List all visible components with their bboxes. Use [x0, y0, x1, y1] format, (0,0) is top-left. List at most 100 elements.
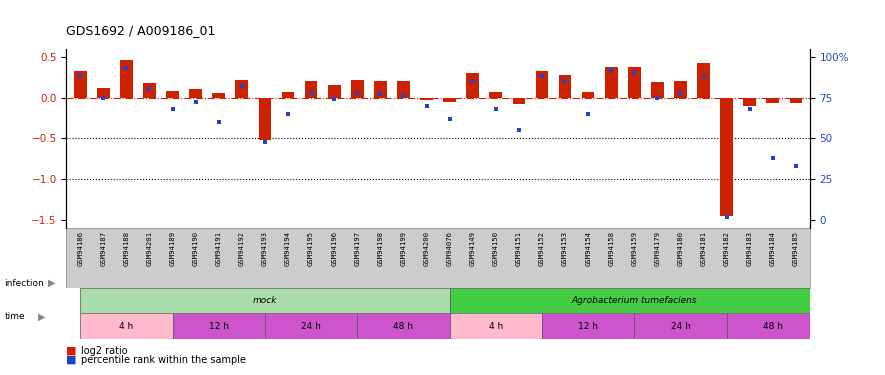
- Text: ■: ■: [66, 346, 77, 355]
- Text: 12 h: 12 h: [209, 322, 228, 331]
- Text: GSM94199: GSM94199: [400, 231, 406, 266]
- Point: [489, 106, 503, 112]
- Text: GSM94179: GSM94179: [654, 231, 660, 266]
- Bar: [143, 83, 156, 98]
- Point: [442, 116, 457, 122]
- Point: [696, 74, 711, 80]
- Bar: [542, 314, 635, 339]
- Bar: [81, 314, 173, 339]
- Bar: [628, 67, 641, 98]
- Bar: [558, 75, 572, 98]
- Bar: [651, 82, 664, 98]
- Text: GSM94195: GSM94195: [308, 231, 314, 266]
- Point: [212, 119, 226, 125]
- Bar: [397, 81, 410, 98]
- Point: [535, 74, 549, 80]
- Text: GDS1692 / A009186_01: GDS1692 / A009186_01: [66, 24, 216, 38]
- Point: [96, 94, 111, 100]
- Text: GSM94200: GSM94200: [424, 231, 429, 266]
- Bar: [235, 80, 248, 98]
- Point: [766, 155, 780, 161]
- Bar: [789, 98, 803, 103]
- Text: GSM94182: GSM94182: [724, 231, 729, 266]
- Point: [673, 90, 688, 96]
- Text: Agrobacterium tumefaciens: Agrobacterium tumefaciens: [572, 296, 697, 305]
- Text: ▶: ▶: [48, 278, 55, 288]
- Text: percentile rank within the sample: percentile rank within the sample: [81, 355, 246, 365]
- Text: mock: mock: [253, 296, 277, 305]
- Text: GSM94192: GSM94192: [239, 231, 245, 266]
- Text: GSM94189: GSM94189: [170, 231, 175, 266]
- Text: GSM94194: GSM94194: [285, 231, 291, 266]
- Point: [743, 106, 757, 112]
- Bar: [374, 81, 387, 98]
- Bar: [674, 81, 687, 98]
- Bar: [450, 288, 819, 314]
- Point: [373, 92, 388, 98]
- Text: 48 h: 48 h: [763, 322, 783, 331]
- Bar: [450, 314, 542, 339]
- Point: [581, 111, 596, 117]
- Text: ▶: ▶: [38, 312, 45, 322]
- Text: GSM94158: GSM94158: [608, 231, 614, 266]
- Bar: [489, 92, 502, 98]
- Bar: [212, 93, 225, 98]
- Text: GSM94076: GSM94076: [447, 231, 452, 266]
- Bar: [351, 80, 364, 98]
- Text: infection: infection: [4, 279, 44, 288]
- Text: GSM94201: GSM94201: [147, 231, 152, 266]
- Bar: [635, 314, 727, 339]
- Bar: [466, 73, 479, 98]
- Point: [720, 213, 734, 219]
- Text: GSM94151: GSM94151: [516, 231, 522, 266]
- Bar: [420, 98, 433, 100]
- Point: [512, 127, 526, 133]
- Bar: [358, 314, 450, 339]
- Point: [650, 94, 665, 100]
- Bar: [73, 71, 87, 98]
- Point: [327, 96, 342, 102]
- Bar: [535, 71, 549, 98]
- Bar: [166, 91, 179, 98]
- Bar: [697, 63, 710, 98]
- Bar: [604, 67, 618, 98]
- Text: GSM94149: GSM94149: [470, 231, 476, 266]
- Bar: [173, 314, 265, 339]
- Bar: [189, 90, 202, 98]
- Text: GSM94198: GSM94198: [377, 231, 383, 266]
- Bar: [265, 314, 358, 339]
- Text: 4 h: 4 h: [119, 322, 134, 331]
- Bar: [304, 81, 318, 98]
- Text: GSM94150: GSM94150: [493, 231, 499, 266]
- Text: 4 h: 4 h: [489, 322, 503, 331]
- Point: [165, 106, 180, 112]
- Text: 12 h: 12 h: [578, 322, 598, 331]
- Text: GSM94197: GSM94197: [354, 231, 360, 266]
- Point: [396, 93, 411, 99]
- Bar: [766, 98, 779, 103]
- Text: GSM94190: GSM94190: [193, 231, 198, 266]
- Text: GSM94193: GSM94193: [262, 231, 268, 266]
- Text: 24 h: 24 h: [671, 322, 690, 331]
- Text: GSM94183: GSM94183: [747, 231, 753, 266]
- Bar: [120, 60, 133, 98]
- Text: GSM94154: GSM94154: [585, 231, 591, 266]
- Point: [189, 99, 203, 105]
- Point: [142, 87, 157, 93]
- Point: [627, 70, 642, 76]
- Bar: [281, 92, 295, 98]
- Text: GSM94159: GSM94159: [631, 231, 637, 266]
- Text: GSM94185: GSM94185: [793, 231, 799, 266]
- Point: [558, 78, 572, 84]
- Text: log2 ratio: log2 ratio: [81, 346, 128, 355]
- Point: [604, 67, 619, 73]
- Text: GSM94186: GSM94186: [77, 231, 83, 266]
- Bar: [327, 85, 341, 98]
- Point: [281, 111, 295, 117]
- Text: GSM94153: GSM94153: [562, 231, 568, 266]
- Point: [789, 163, 803, 169]
- Bar: [581, 92, 595, 98]
- Point: [235, 83, 249, 89]
- Bar: [81, 288, 450, 314]
- Bar: [443, 98, 456, 102]
